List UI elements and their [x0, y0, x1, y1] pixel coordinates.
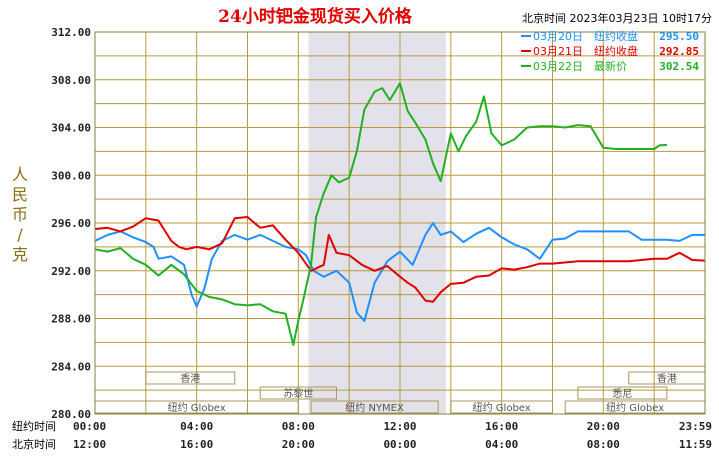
y-axis-label-char: / [17, 225, 23, 244]
x-row-label: 北京时间 [12, 437, 56, 451]
legend-value: 292.85 [659, 45, 699, 58]
x-tick-label: 20:00 [282, 438, 315, 451]
legend: 03月20日 纽约收盘 295.50 03月21日 纽约收盘 292.85 03月22日 最新… [521, 29, 699, 73]
x-tick-label: 04:00 [180, 420, 213, 433]
x-tick-label: 20:00 [587, 420, 620, 433]
x-axis-ticks: 纽约时间 00:00 04:00 08:00 12:00 16:00 20:00 23:59 北… [12, 419, 712, 451]
market-box [145, 371, 236, 385]
y-tick-label: 312.00 [51, 26, 91, 39]
chart-title: 24小时钯金现货买入价格 [218, 6, 413, 27]
series-line [94, 82, 667, 346]
y-tick-label: 304.00 [51, 122, 91, 135]
market-label: 纽约 Globex [473, 401, 531, 414]
legend-date: 03月21日 [533, 45, 583, 58]
y-tick-label: 292.00 [51, 265, 91, 278]
market-box [310, 400, 439, 414]
y-tick-label: 280.00 [51, 408, 91, 421]
x-tick-label: 12:00 [383, 420, 416, 433]
y-axis-ticks: 280.00 284.00 288.00 292.00 296.00 300.00 304.… [51, 26, 91, 421]
market-label: 纽约 Globex [168, 401, 226, 414]
market-box [577, 386, 668, 400]
market-label: 香港 [657, 373, 677, 385]
y-axis-label-char: 民 [12, 185, 28, 204]
x-tick-label: 11:59 [679, 438, 712, 451]
legend-value: 302.54 [659, 60, 699, 73]
x-tick-label: 16:00 [485, 420, 518, 433]
market-label: 纽约 Globex [606, 401, 664, 414]
x-tick-label: 12:00 [73, 438, 106, 451]
x-tick-label: 23:59 [679, 420, 712, 433]
legend-date: 03月20日 [533, 30, 583, 43]
legend-date: 03月22日 [533, 60, 583, 73]
y-axis-label-char: 克 [12, 245, 28, 264]
chart-timestamp: 北京时间 2023年03月23日 10时17分 [522, 11, 712, 25]
market-label: 纽约 NYMEX [345, 401, 404, 414]
series-line [94, 222, 705, 322]
market-label: 苏黎世 [283, 387, 313, 400]
y-axis-label-char: 人 [12, 165, 28, 184]
x-tick-label: 00:00 [383, 438, 416, 451]
market-label: 悉尼 [612, 388, 632, 400]
price-series [94, 82, 706, 346]
x-tick-label: 08:00 [282, 420, 315, 433]
legend-label: 纽约收盘 [594, 29, 638, 43]
plot-border [94, 31, 706, 415]
market-box [259, 386, 337, 400]
y-tick-label: 296.00 [51, 217, 91, 230]
x-tick-label: 00:00 [73, 420, 106, 433]
market-label: 香港 [180, 373, 200, 385]
y-tick-label: 284.00 [51, 360, 91, 373]
x-tick-label: 16:00 [180, 438, 213, 451]
grid-lines [94, 31, 706, 415]
x-row-label: 纽约时间 [12, 419, 56, 433]
y-tick-label: 308.00 [51, 74, 91, 87]
market-box [450, 400, 554, 414]
y-tick-label: 288.00 [51, 313, 91, 326]
x-tick-label: 04:00 [485, 438, 518, 451]
y-tick-label: 300.00 [51, 169, 91, 182]
legend-label: 纽约收盘 [594, 44, 638, 58]
legend-label: 最新价 [594, 59, 627, 73]
y-axis-label: 人民币/克 [12, 165, 28, 264]
series-line [94, 216, 706, 303]
x-tick-label: 08:00 [587, 438, 620, 451]
legend-value: 295.50 [659, 30, 699, 43]
y-axis-label-char: 币 [12, 205, 28, 224]
